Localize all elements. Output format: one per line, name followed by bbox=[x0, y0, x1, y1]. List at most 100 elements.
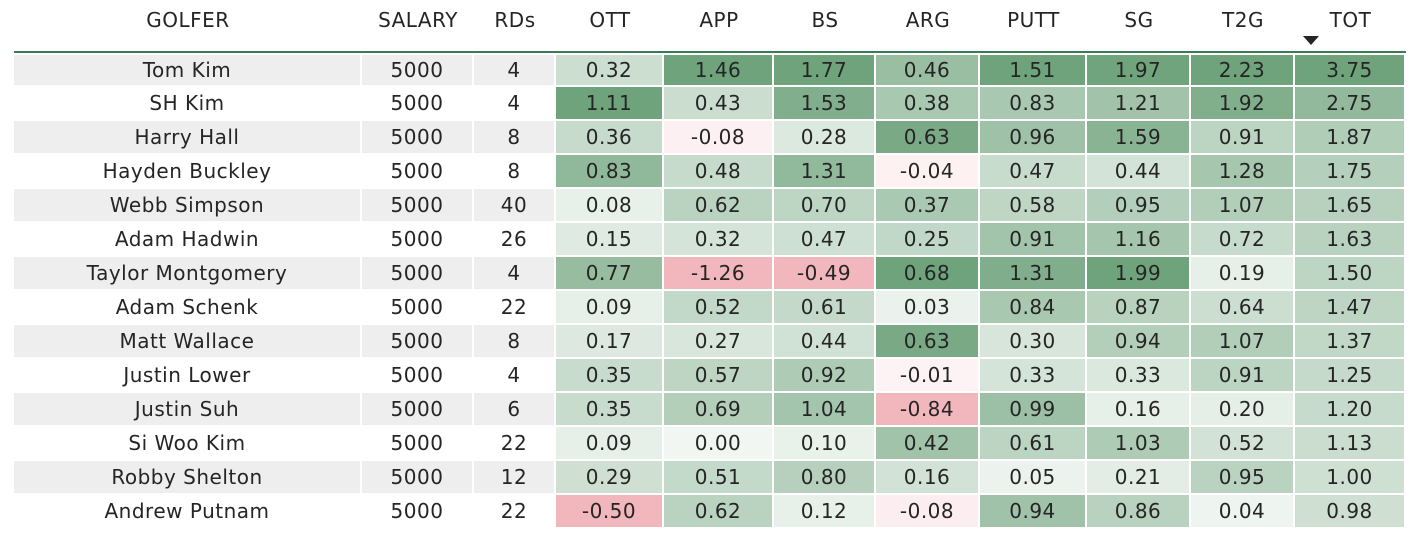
column-header-putt[interactable]: PUTT bbox=[980, 0, 1087, 53]
cell-app: 0.57 bbox=[664, 359, 774, 393]
table-body: Tom Kim 5000 4 0.32 1.46 1.77 0.46 1.51 1.97 2.23… bbox=[14, 53, 1406, 529]
column-header-tot[interactable]: TOT bbox=[1295, 0, 1406, 53]
cell-arg: 0.37 bbox=[876, 189, 980, 223]
cell-bs: 1.04 bbox=[774, 393, 876, 427]
cell-rds: 22 bbox=[474, 427, 556, 461]
table-row[interactable]: Hayden Buckley 5000 8 0.83 0.48 1.31 -0.04 0.47… bbox=[14, 155, 1406, 189]
cell-tot: 1.25 bbox=[1295, 359, 1406, 393]
cell-golfer: Taylor Montgomery bbox=[14, 257, 362, 291]
cell-ott: 0.08 bbox=[556, 189, 664, 223]
column-header-ott[interactable]: OTT bbox=[556, 0, 664, 53]
column-header-label: TOT bbox=[1329, 8, 1372, 32]
cell-putt: 1.51 bbox=[980, 53, 1087, 87]
cell-golfer: Adam Schenk bbox=[14, 291, 362, 325]
cell-rds: 4 bbox=[474, 359, 556, 393]
cell-sg: 1.99 bbox=[1087, 257, 1191, 291]
golfer-stats-table: GOLFER SALARY RDs OTT APP BS ARG PUTT SG… bbox=[14, 0, 1406, 529]
cell-putt: 0.99 bbox=[980, 393, 1087, 427]
table-row[interactable]: Matt Wallace 5000 8 0.17 0.27 0.44 0.63 0.30 0.9… bbox=[14, 325, 1406, 359]
cell-app: 0.43 bbox=[664, 87, 774, 121]
cell-tot: 1.50 bbox=[1295, 257, 1406, 291]
table-row[interactable]: Adam Hadwin 5000 26 0.15 0.32 0.47 0.25 0.91 1.1… bbox=[14, 223, 1406, 257]
cell-rds: 22 bbox=[474, 495, 556, 529]
cell-ott: 0.35 bbox=[556, 393, 664, 427]
cell-t2g: 1.07 bbox=[1191, 189, 1295, 223]
column-header-label: GOLFER bbox=[146, 8, 230, 32]
cell-tot: 1.65 bbox=[1295, 189, 1406, 223]
cell-t2g: 0.91 bbox=[1191, 121, 1295, 155]
table-row[interactable]: Si Woo Kim 5000 22 0.09 0.00 0.10 0.42 0.61 1.03… bbox=[14, 427, 1406, 461]
table-row[interactable]: Robby Shelton 5000 12 0.29 0.51 0.80 0.16 0.05 0… bbox=[14, 461, 1406, 495]
cell-t2g: 1.92 bbox=[1191, 87, 1295, 121]
cell-golfer: Harry Hall bbox=[14, 121, 362, 155]
cell-app: 0.62 bbox=[664, 189, 774, 223]
column-header-sg[interactable]: SG bbox=[1087, 0, 1191, 53]
column-header-app[interactable]: APP bbox=[664, 0, 774, 53]
cell-tot: 3.75 bbox=[1295, 53, 1406, 87]
table-row[interactable]: Webb Simpson 5000 40 0.08 0.62 0.70 0.37 0.58 0.… bbox=[14, 189, 1406, 223]
cell-app: 0.69 bbox=[664, 393, 774, 427]
table-row[interactable]: Adam Schenk 5000 22 0.09 0.52 0.61 0.03 0.84 0.8… bbox=[14, 291, 1406, 325]
cell-t2g: 0.91 bbox=[1191, 359, 1295, 393]
column-header-golfer[interactable]: GOLFER bbox=[14, 0, 362, 53]
cell-app: -1.26 bbox=[664, 257, 774, 291]
cell-app: 0.27 bbox=[664, 325, 774, 359]
cell-salary: 5000 bbox=[362, 53, 474, 87]
cell-sg: 0.16 bbox=[1087, 393, 1191, 427]
cell-bs: 0.44 bbox=[774, 325, 876, 359]
cell-ott: 0.77 bbox=[556, 257, 664, 291]
cell-golfer: Webb Simpson bbox=[14, 189, 362, 223]
cell-t2g: 0.20 bbox=[1191, 393, 1295, 427]
cell-t2g: 0.52 bbox=[1191, 427, 1295, 461]
cell-sg: 0.33 bbox=[1087, 359, 1191, 393]
cell-app: 0.51 bbox=[664, 461, 774, 495]
cell-sg: 0.94 bbox=[1087, 325, 1191, 359]
cell-sg: 0.21 bbox=[1087, 461, 1191, 495]
table-row[interactable]: Harry Hall 5000 8 0.36 -0.08 0.28 0.63 0.96 1.59… bbox=[14, 121, 1406, 155]
cell-arg: 0.46 bbox=[876, 53, 980, 87]
table-row[interactable]: Justin Suh 5000 6 0.35 0.69 1.04 -0.84 0.99 0.16… bbox=[14, 393, 1406, 427]
table-header: GOLFER SALARY RDs OTT APP BS ARG PUTT SG… bbox=[14, 0, 1406, 53]
cell-app: 0.62 bbox=[664, 495, 774, 529]
table-row[interactable]: Justin Lower 5000 4 0.35 0.57 0.92 -0.01 0.33 0.… bbox=[14, 359, 1406, 393]
cell-golfer: Justin Suh bbox=[14, 393, 362, 427]
cell-t2g: 2.23 bbox=[1191, 53, 1295, 87]
column-header-label: RDs bbox=[494, 8, 536, 32]
cell-arg: -0.04 bbox=[876, 155, 980, 189]
cell-arg: -0.08 bbox=[876, 495, 980, 529]
cell-salary: 5000 bbox=[362, 223, 474, 257]
cell-golfer: Andrew Putnam bbox=[14, 495, 362, 529]
cell-bs: 0.70 bbox=[774, 189, 876, 223]
cell-bs: 1.31 bbox=[774, 155, 876, 189]
column-header-salary[interactable]: SALARY bbox=[362, 0, 474, 53]
cell-rds: 8 bbox=[474, 155, 556, 189]
column-header-label: OTT bbox=[589, 8, 631, 32]
cell-ott: 0.29 bbox=[556, 461, 664, 495]
table-row[interactable]: Andrew Putnam 5000 22 -0.50 0.62 0.12 -0.08 0.9… bbox=[14, 495, 1406, 529]
cell-tot: 1.13 bbox=[1295, 427, 1406, 461]
cell-rds: 40 bbox=[474, 189, 556, 223]
table-row[interactable]: Taylor Montgomery 5000 4 0.77 -1.26 -0.49 0.68… bbox=[14, 257, 1406, 291]
cell-arg: -0.84 bbox=[876, 393, 980, 427]
column-header-rds[interactable]: RDs bbox=[474, 0, 556, 53]
table-row[interactable]: Tom Kim 5000 4 0.32 1.46 1.77 0.46 1.51 1.97 2.23… bbox=[14, 53, 1406, 87]
cell-t2g: 0.64 bbox=[1191, 291, 1295, 325]
cell-ott: 0.15 bbox=[556, 223, 664, 257]
cell-rds: 8 bbox=[474, 121, 556, 155]
cell-salary: 5000 bbox=[362, 495, 474, 529]
cell-golfer: Tom Kim bbox=[14, 53, 362, 87]
column-header-arg[interactable]: ARG bbox=[876, 0, 980, 53]
cell-golfer: Matt Wallace bbox=[14, 325, 362, 359]
cell-golfer: Hayden Buckley bbox=[14, 155, 362, 189]
column-header-bs[interactable]: BS bbox=[774, 0, 876, 53]
cell-bs: 0.61 bbox=[774, 291, 876, 325]
cell-bs: 0.28 bbox=[774, 121, 876, 155]
table-row[interactable]: SH Kim 5000 4 1.11 0.43 1.53 0.38 0.83 1.21 1.92 2… bbox=[14, 87, 1406, 121]
cell-rds: 12 bbox=[474, 461, 556, 495]
cell-rds: 8 bbox=[474, 325, 556, 359]
column-header-t2g[interactable]: T2G bbox=[1191, 0, 1295, 53]
cell-sg: 0.87 bbox=[1087, 291, 1191, 325]
cell-putt: 0.83 bbox=[980, 87, 1087, 121]
cell-rds: 6 bbox=[474, 393, 556, 427]
cell-tot: 0.98 bbox=[1295, 495, 1406, 529]
